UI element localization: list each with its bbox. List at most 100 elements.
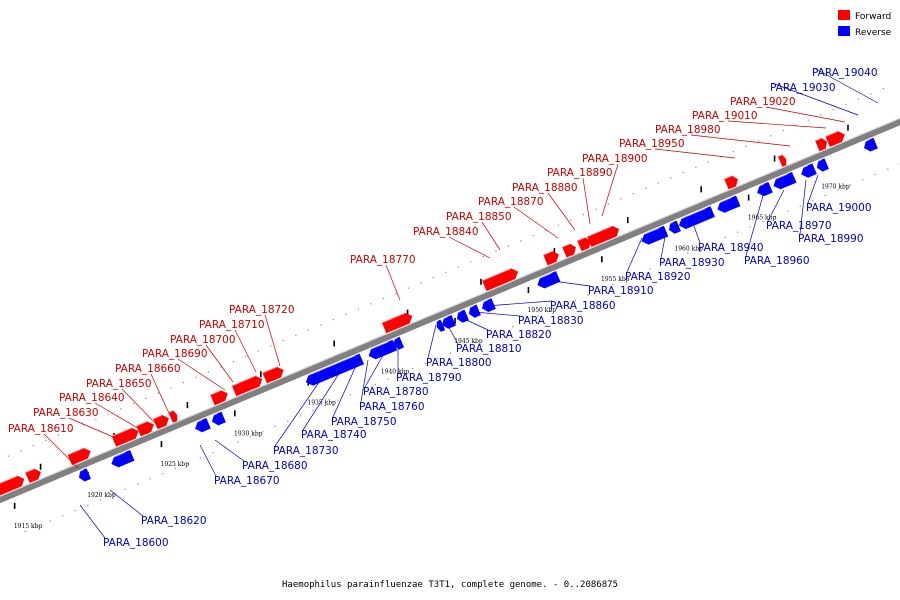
guide-dot (45, 439, 47, 441)
reverse-gene-arrow (391, 336, 405, 350)
guide-dot (232, 361, 234, 363)
reverse-gene-arrow (434, 319, 446, 332)
guide-dot (445, 271, 447, 273)
guide-dot (37, 525, 39, 527)
leader-line (513, 206, 559, 239)
forward-gene-arrow (562, 243, 576, 258)
forward-gene-arrow (25, 468, 41, 483)
guide-dot (624, 278, 626, 281)
leader-line (660, 231, 667, 259)
guide-dot (320, 324, 322, 326)
guide-dot (124, 488, 126, 491)
guide-dot (687, 252, 689, 254)
forward-gene-label: PARA_18850 (446, 211, 512, 223)
leader-line (360, 359, 369, 403)
guide-dot (99, 499, 101, 501)
tick-label: 1950 kbp (528, 307, 557, 314)
guide-dot (20, 450, 22, 452)
guide-dot (70, 429, 72, 431)
guide-dot (345, 313, 347, 315)
guide-dot (324, 404, 326, 407)
genome-backbone (0, 117, 900, 504)
leader-line (177, 358, 226, 391)
tick-label: 1935 kbp (307, 399, 336, 406)
reverse-gene-arrow (799, 163, 817, 178)
guide-dot (637, 273, 639, 275)
forward-gene-label: PARA_18980 (655, 124, 721, 136)
guide-dot (220, 366, 222, 368)
guide-dot (512, 326, 514, 328)
guide-dot (787, 210, 789, 212)
guide-dot (820, 114, 822, 116)
leader-line (364, 349, 387, 388)
leader-line (205, 344, 234, 383)
guide-dot (670, 177, 672, 179)
guide-dot (282, 340, 284, 342)
guide-dot (395, 292, 397, 294)
guide-dot (412, 368, 414, 370)
leader-line (264, 314, 281, 367)
guide-dot (562, 305, 564, 307)
guide-dot (57, 434, 59, 436)
guide-dot (95, 418, 97, 420)
guide-dot (599, 289, 601, 291)
forward-gene-arrow (210, 389, 228, 406)
reverse-gene-arrow (755, 181, 773, 197)
guide-dot (112, 494, 114, 496)
tick-mark (454, 317, 456, 324)
tick-mark (333, 340, 335, 347)
leader-line (654, 148, 736, 159)
reverse-gene-arrow (366, 339, 398, 360)
guide-dot (137, 483, 139, 485)
guide-dot (882, 88, 884, 90)
guide-dot (182, 382, 184, 384)
guide-dot (737, 231, 739, 233)
guide-dot (757, 140, 759, 142)
leader-line (765, 106, 846, 123)
reverse-gene-label: PARA_18920 (625, 271, 691, 283)
leader-line (582, 177, 591, 225)
guide-dot (699, 247, 701, 249)
forward-gene-label: PARA_18890 (547, 167, 613, 179)
forward-gene-label: PARA_18720 (229, 304, 295, 316)
tick-mark (626, 217, 629, 224)
forward-gene-label: PARA_19020 (730, 96, 796, 108)
guide-dot (520, 240, 522, 242)
leader-line (234, 329, 257, 373)
reverse-gene-label: PARA_18680 (242, 460, 308, 472)
leader-line (94, 402, 149, 435)
legend-reverse-swatch (838, 26, 850, 36)
guide-dot (349, 394, 351, 396)
guide-dot (162, 473, 164, 475)
guide-dot (507, 245, 509, 247)
forward-gene-arrow (111, 427, 139, 447)
forward-gene-arrow (724, 175, 738, 190)
leader-line (459, 316, 489, 331)
forward-gene-label: PARA_18840 (413, 226, 479, 238)
guide-dot (887, 168, 889, 170)
guide-dot (807, 119, 809, 121)
guide-dot (657, 182, 659, 184)
guide-dot (770, 135, 772, 137)
guide-dot (49, 520, 51, 522)
guide-dot (7, 455, 9, 457)
gene-labels: PARA_18610 PARA_18630 PARA_18640 PARA_18650… (8, 67, 878, 549)
guide-dot (332, 319, 334, 321)
guide-dot (337, 399, 339, 401)
tick-mark (553, 247, 556, 254)
guide-dot (237, 441, 239, 443)
guide-dot (870, 93, 872, 95)
tick-mark (234, 410, 236, 417)
guide-dot (774, 215, 776, 218)
reverse-gene-arrow (814, 158, 829, 172)
reverse-gene-label: PARA_18800 (426, 357, 492, 369)
guide-dot (407, 287, 409, 289)
leader-line (690, 134, 791, 147)
guide-dot (257, 350, 259, 352)
leader-line (544, 279, 591, 287)
forward-gene-label: PARA_18660 (115, 363, 181, 375)
leader-line (807, 174, 819, 204)
guide-dot (374, 383, 376, 386)
guide-dot (387, 378, 389, 380)
